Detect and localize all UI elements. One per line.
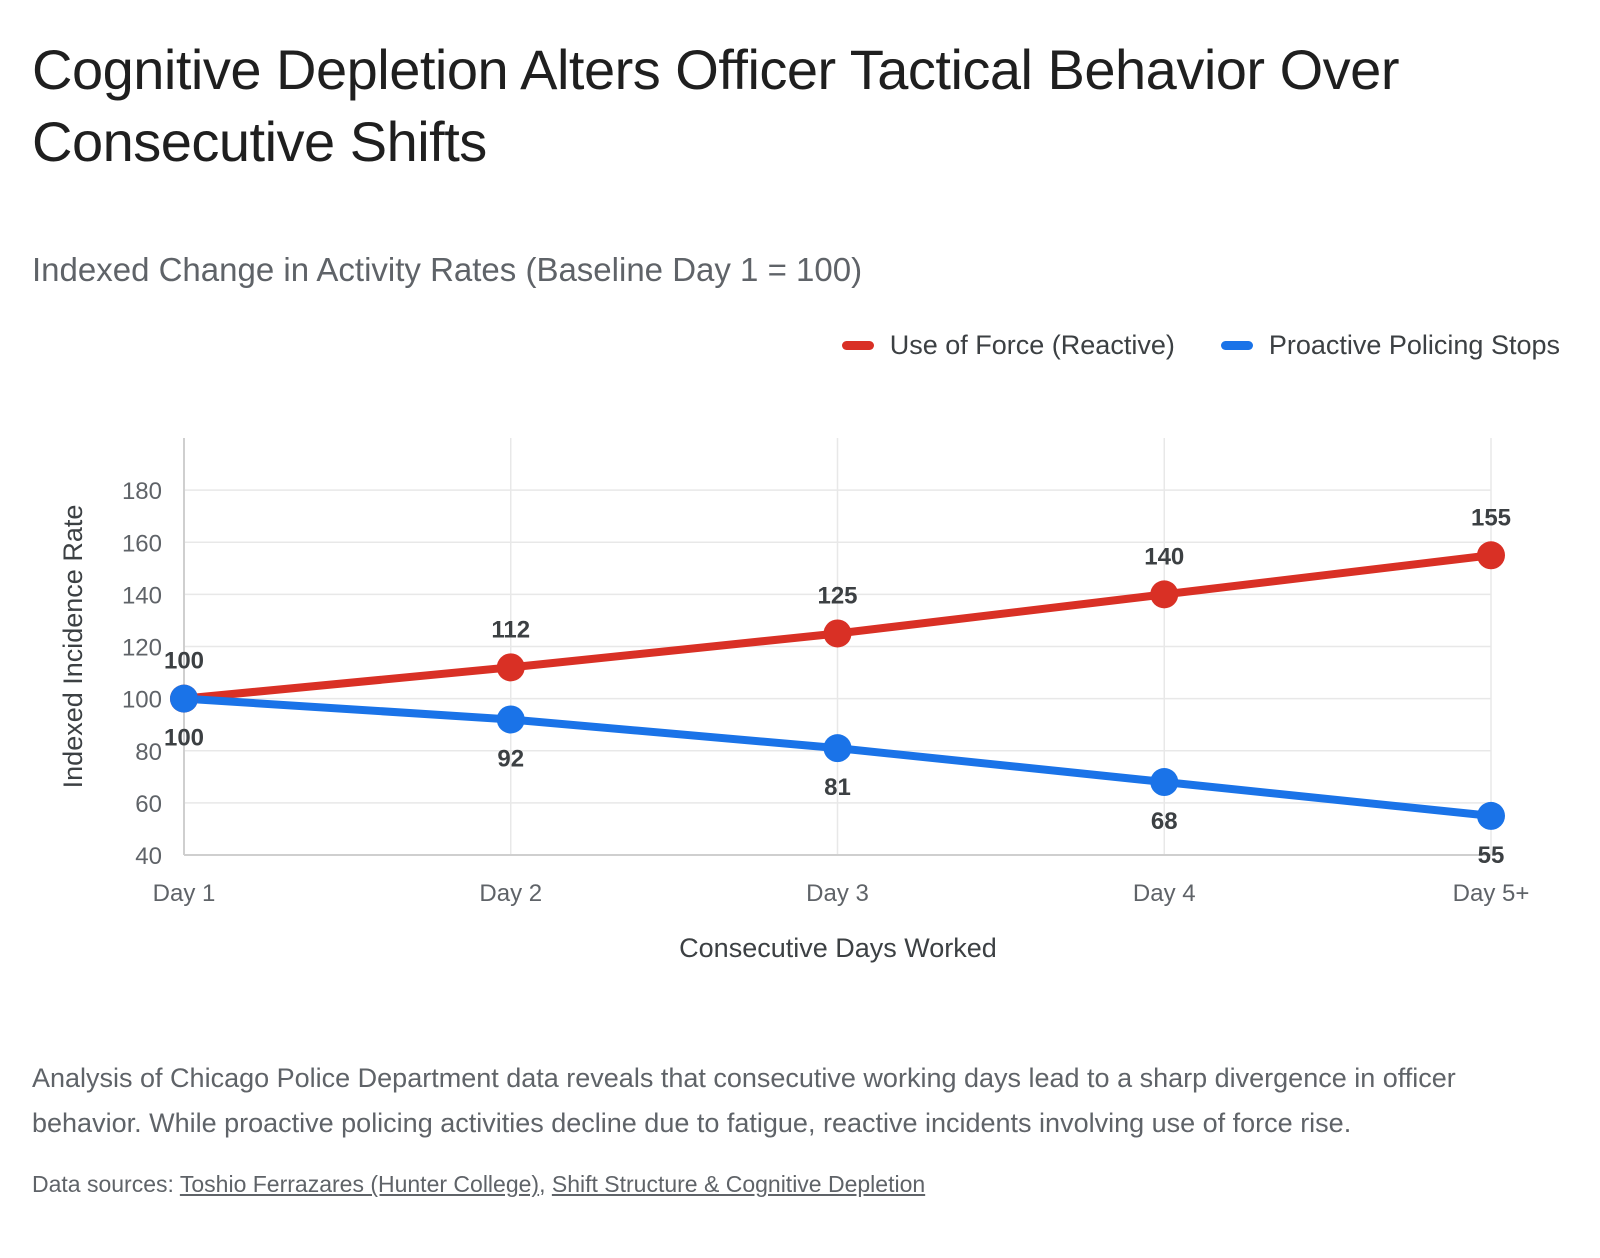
data-point-proactive-stops <box>496 705 525 734</box>
data-label: 100 <box>164 648 204 675</box>
data-point-use-of-force <box>1477 541 1505 570</box>
data-label: 125 <box>817 582 857 609</box>
x-tick-label: Day 5+ <box>1453 880 1530 907</box>
y-tick-label: 180 <box>122 478 162 505</box>
legend-item-proactive-stops[interactable]: Proactive Policing Stops <box>1220 330 1560 361</box>
data-point-use-of-force <box>1150 580 1179 609</box>
y-tick-label: 140 <box>122 582 162 609</box>
data-point-proactive-stops <box>1150 768 1179 797</box>
data-label: 112 <box>491 616 530 643</box>
legend-swatch-red <box>841 341 874 350</box>
x-tick-label: Day 1 <box>153 880 216 907</box>
chart-title: Cognitive Depletion Alters Officer Tacti… <box>32 38 1399 173</box>
legend-label: Use of Force (Reactive) <box>889 330 1175 360</box>
y-tick-label: 100 <box>122 687 162 714</box>
x-axis-title: Consecutive Days Worked <box>679 933 997 963</box>
x-tick-label: Day 2 <box>479 880 542 907</box>
data-label: 92 <box>497 745 524 772</box>
sources-separator: , <box>539 1171 552 1197</box>
data-point-proactive-stops <box>823 734 852 763</box>
source-link-paper[interactable]: Shift Structure & Cognitive Depletion <box>551 1171 926 1197</box>
legend-item-use-of-force[interactable]: Use of Force (Reactive) <box>841 330 1175 361</box>
y-tick-label: 160 <box>122 530 162 557</box>
data-point-use-of-force <box>823 619 852 648</box>
legend: Use of Force (Reactive) Proactive Polici… <box>841 330 1560 361</box>
y-axis-title: Indexed Incidence Rate <box>58 505 88 789</box>
data-label: 55 <box>1478 842 1505 869</box>
data-label: 81 <box>824 774 851 801</box>
legend-swatch-blue <box>1220 341 1253 350</box>
chart-subtitle: Indexed Change in Activity Rates (Baseli… <box>32 251 863 288</box>
y-tick-label: 60 <box>135 791 162 818</box>
x-tick-label: Day 4 <box>1133 880 1196 907</box>
data-label: 140 <box>1144 543 1184 570</box>
data-sources: Data sources: Toshio Ferrazares (Hunter … <box>32 1168 925 1200</box>
data-label: 155 <box>1471 504 1511 531</box>
x-tick-label: Day 3 <box>806 880 869 907</box>
data-point-proactive-stops <box>1477 801 1505 830</box>
source-link-author[interactable]: Toshio Ferrazares (Hunter College) <box>179 1171 540 1197</box>
y-tick-label: 80 <box>135 739 162 766</box>
legend-label: Proactive Policing Stops <box>1268 330 1560 360</box>
data-point-proactive-stops <box>170 684 198 713</box>
y-tick-label: 40 <box>135 843 162 870</box>
data-label: 68 <box>1151 808 1178 835</box>
data-point-use-of-force <box>496 653 525 682</box>
sources-prefix: Data sources: <box>32 1171 180 1197</box>
data-label: 100 <box>164 725 204 752</box>
chart-description: Analysis of Chicago Police Department da… <box>32 1063 1456 1138</box>
y-tick-label: 120 <box>122 635 162 662</box>
